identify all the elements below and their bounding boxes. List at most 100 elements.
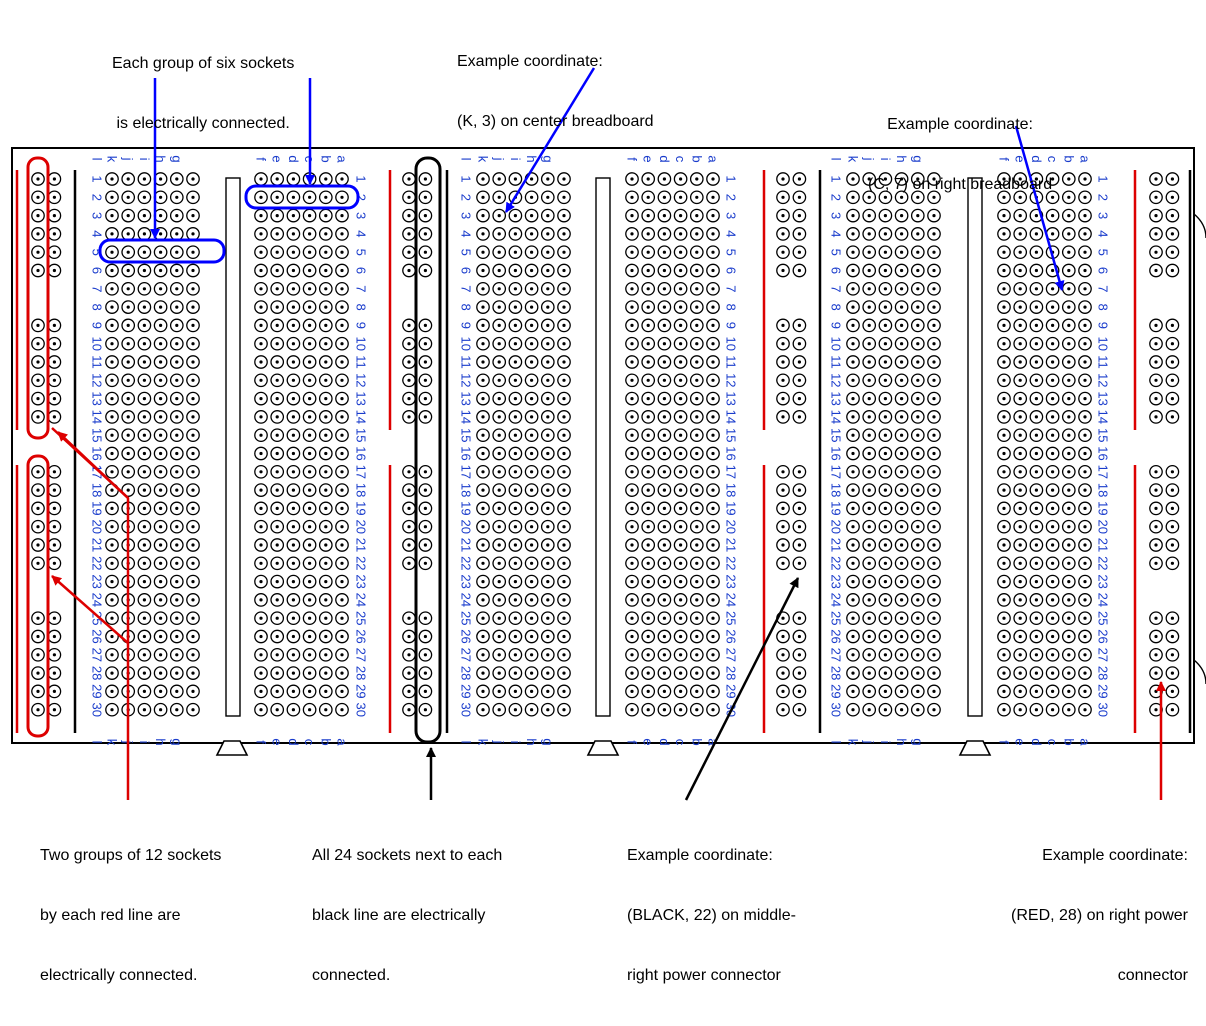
socket-hole (781, 543, 785, 547)
socket (706, 208, 720, 223)
socket-hole (679, 214, 683, 218)
socket (846, 464, 860, 479)
socket-hole (932, 616, 936, 620)
socket (186, 446, 200, 461)
socket (689, 501, 704, 516)
socket-hole (851, 451, 855, 456)
socket (121, 263, 136, 278)
socket (476, 574, 490, 589)
socket-hole (497, 250, 501, 254)
socket (1029, 410, 1044, 424)
socket-hole (291, 634, 295, 639)
socket (1078, 702, 1092, 717)
socket (1061, 702, 1076, 717)
row-number: 10 (829, 336, 844, 350)
socket (318, 410, 333, 424)
socket-hole (259, 232, 263, 236)
socket (689, 428, 704, 443)
socket (186, 538, 200, 552)
socket-hole (1002, 634, 1006, 639)
socket-hole (646, 616, 650, 620)
socket-hole (423, 708, 427, 712)
socket-hole (191, 342, 195, 346)
socket-hole (291, 287, 295, 291)
socket (508, 245, 523, 260)
socket (1149, 519, 1163, 534)
socket-hole (662, 488, 667, 492)
socket-hole (646, 305, 650, 309)
socket-hole (695, 451, 699, 456)
socket (1013, 336, 1028, 351)
socket-hole (1170, 634, 1174, 639)
socket-hole (646, 323, 650, 327)
socket-hole (324, 305, 328, 309)
socket (186, 263, 200, 278)
socket (169, 300, 184, 314)
socket (318, 446, 333, 461)
socket (792, 684, 807, 699)
socket (335, 208, 349, 223)
socket (476, 410, 490, 424)
socket (254, 702, 268, 717)
row-number: 29 (90, 684, 105, 698)
socket (641, 336, 656, 351)
socket-hole (932, 378, 936, 382)
socket-hole (407, 488, 411, 492)
socket (673, 428, 688, 443)
socket (476, 263, 490, 278)
socket-hole (423, 378, 427, 382)
socket-hole (110, 634, 114, 639)
socket (706, 556, 720, 571)
socket (894, 519, 909, 534)
socket-hole (36, 634, 40, 639)
socket-hole (497, 433, 501, 437)
socket-hole (324, 634, 328, 639)
socket-hole (781, 378, 785, 382)
socket-hole (797, 525, 802, 529)
socket-hole (679, 268, 683, 273)
socket (1061, 245, 1076, 260)
socket (302, 666, 317, 680)
socket (270, 702, 285, 717)
socket (335, 373, 349, 388)
socket (997, 629, 1011, 644)
socket (706, 391, 720, 406)
socket-hole (646, 268, 650, 273)
socket-hole (932, 250, 936, 254)
socket-hole (1170, 250, 1174, 254)
socket-hole (1002, 506, 1006, 510)
socket (318, 666, 333, 680)
socket (286, 629, 301, 644)
socket (186, 428, 200, 443)
row-number: 8 (1096, 303, 1111, 310)
socket (153, 629, 168, 644)
socket-hole (781, 397, 785, 401)
socket (625, 172, 639, 186)
socket (673, 355, 688, 369)
socket (335, 702, 349, 717)
socket (270, 446, 285, 461)
socket-hole (711, 323, 715, 327)
socket-hole (1018, 708, 1022, 712)
socket-hole (308, 305, 312, 309)
socket (673, 391, 688, 406)
socket-hole (900, 250, 904, 254)
socket-hole (530, 232, 534, 236)
socket-hole (530, 451, 534, 456)
socket (286, 519, 301, 534)
socket-hole (883, 305, 888, 309)
socket (540, 190, 555, 205)
socket (657, 172, 672, 186)
socket-hole (630, 342, 634, 346)
socket (673, 702, 688, 717)
socket (137, 556, 152, 571)
socket (910, 263, 925, 278)
socket (878, 355, 893, 369)
socket (31, 538, 45, 552)
socket-hole (797, 378, 802, 382)
socket-hole (259, 525, 263, 529)
socket-hole (530, 305, 534, 309)
socket (137, 428, 152, 443)
socket-hole (916, 634, 920, 639)
socket-hole (340, 451, 344, 456)
